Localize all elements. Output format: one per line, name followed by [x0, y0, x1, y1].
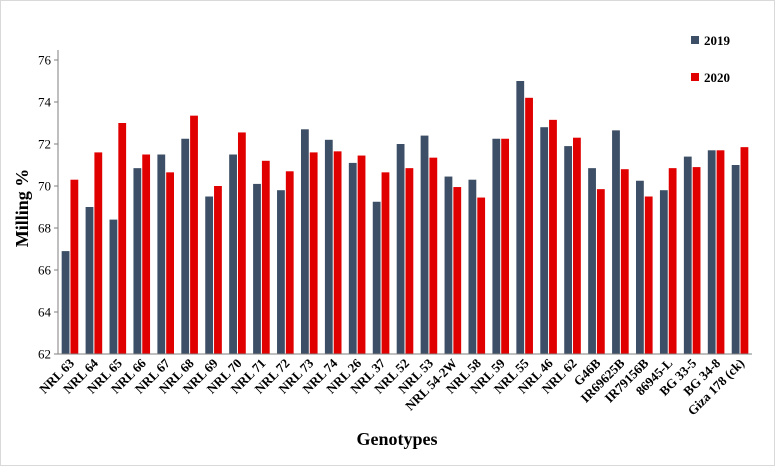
- bar-2020-nrl-26: [357, 155, 366, 354]
- bar-2019-nrl-72: [277, 190, 285, 354]
- axes-group: [57, 50, 752, 355]
- bar-2020-ir79156b: [644, 196, 653, 354]
- bar-2020-nrl-53: [429, 157, 438, 354]
- legend: 2019 2020: [691, 33, 731, 85]
- bar-2019-nrl-67: [157, 154, 166, 354]
- bar-2019-nrl-73: [300, 129, 309, 354]
- legend-label-2020: 2020: [704, 70, 730, 85]
- bar-2019-nrl-65: [109, 219, 118, 354]
- y-tick-label: 74: [38, 95, 52, 110]
- bar-2019-bg-34-8: [707, 150, 716, 354]
- bar-2019-nrl-58: [468, 179, 477, 354]
- bar-2020-86945-l: [668, 168, 677, 354]
- bar-2019-nrl-70: [229, 154, 237, 354]
- bar-2019-nrl-71: [253, 183, 261, 354]
- bar-2019-giza-178-ck-: [731, 165, 740, 354]
- bar-2020-ir69625b: [620, 169, 629, 354]
- bar-2020-nrl-52: [405, 168, 414, 354]
- bar-2020-nrl-65: [118, 123, 127, 354]
- legend-swatch-2019: [691, 36, 699, 44]
- bar-2019-nrl-55: [516, 81, 525, 354]
- bar-2020-nrl-72: [285, 171, 294, 354]
- y-ticks-group: 62 64 66 68 70 72 74 76: [38, 53, 58, 362]
- y-axis-title: Milling %: [12, 169, 32, 248]
- bar-2020-nrl-59: [501, 138, 510, 354]
- bar-2020-nrl-68: [190, 115, 198, 355]
- bar-2019-nrl-37: [372, 201, 381, 354]
- bar-2019-86945-l: [659, 190, 668, 354]
- bar-2020-nrl-62: [573, 137, 581, 354]
- bar-2020-nrl-63: [70, 179, 79, 354]
- y-tick-label: 64: [38, 305, 52, 320]
- bar-2020-nrl-69: [214, 186, 222, 354]
- y-tick-label: 66: [38, 263, 52, 278]
- bar-2019-ir69625b: [612, 130, 620, 354]
- bar-2020-bg-34-8: [716, 150, 725, 354]
- bar-2019-bg-33-5: [683, 156, 692, 354]
- bar-2020-nrl-74: [333, 151, 342, 354]
- bar-2019-nrl-46: [540, 127, 549, 354]
- bar-2020-bg-33-5: [692, 167, 701, 354]
- bar-2020-nrl-70: [237, 132, 246, 354]
- bar-2020-nrl-66: [142, 154, 151, 354]
- bar-2019-nrl-59: [492, 138, 501, 354]
- y-tick-label: 62: [38, 347, 51, 362]
- bar-2020-giza-178-ck-: [740, 147, 749, 354]
- y-tick-label: 72: [38, 137, 51, 152]
- bar-2019-g46b: [588, 168, 596, 354]
- bar-2019-nrl-69: [205, 196, 214, 354]
- bar-2020-nrl-54-2w: [453, 187, 462, 354]
- y-tick-label: 70: [38, 179, 51, 194]
- bar-2020-nrl-46: [549, 119, 557, 354]
- bar-2020-nrl-37: [381, 172, 390, 354]
- bar-2019-nrl-62: [564, 146, 573, 354]
- bar-2019-nrl-74: [324, 139, 333, 354]
- bar-2019-nrl-53: [420, 135, 429, 354]
- bar-2019-nrl-68: [181, 138, 190, 354]
- legend-label-2019: 2019: [704, 33, 731, 48]
- bar-2019-nrl-64: [85, 207, 94, 354]
- legend-swatch-2020: [691, 73, 699, 81]
- x-axis-title: Genotypes: [357, 429, 438, 449]
- bar-2020-nrl-67: [166, 172, 174, 354]
- bar-2019-nrl-66: [133, 168, 142, 354]
- y-tick-label: 76: [38, 53, 52, 68]
- bar-2020-nrl-64: [94, 152, 103, 354]
- bars-group: [61, 81, 749, 355]
- bar-2020-nrl-71: [261, 160, 270, 354]
- bar-2019-nrl-26: [348, 162, 357, 354]
- bar-2020-nrl-58: [477, 197, 486, 354]
- bar-2020-nrl-55: [525, 97, 533, 355]
- bar-2019-nrl-63: [61, 251, 70, 354]
- bar-2020-g46b: [596, 189, 605, 354]
- y-tick-label: 68: [38, 221, 51, 236]
- bar-2019-ir79156b: [636, 180, 644, 354]
- bar-2020-nrl-73: [309, 152, 318, 354]
- bar-2019-nrl-52: [396, 144, 405, 354]
- bar-2019-nrl-54-2w: [444, 176, 453, 354]
